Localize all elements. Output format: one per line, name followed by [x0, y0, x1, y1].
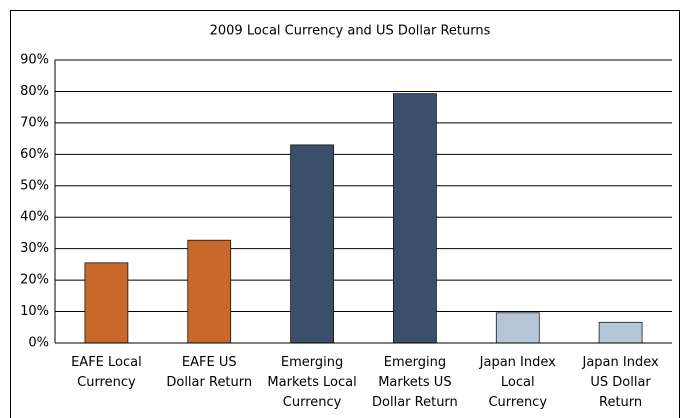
- y-tick-label: 50%: [20, 178, 49, 193]
- y-tick-label: 10%: [20, 304, 49, 319]
- bar: [290, 144, 334, 344]
- y-tick-label: 70%: [20, 115, 49, 130]
- x-tick-label: Emerging Markets Local Currency: [267, 355, 356, 410]
- bar: [84, 262, 129, 344]
- x-tick-label: Japan Index Local Currency: [479, 355, 556, 410]
- y-tick-label: 20%: [20, 273, 49, 288]
- y-tick-label: 40%: [20, 210, 49, 225]
- x-tick-label: Emerging Markets US Dollar Return: [372, 355, 458, 410]
- bar: [187, 239, 232, 344]
- y-tick-label: 90%: [20, 53, 49, 68]
- chart-frame: [10, 10, 680, 418]
- x-tick-label: EAFE Local Currency: [71, 355, 142, 390]
- bar: [393, 93, 437, 344]
- y-tick-label: 30%: [20, 241, 49, 256]
- x-tick-label: EAFE US Dollar Return: [166, 355, 252, 390]
- bar: [495, 312, 540, 344]
- bar: [598, 321, 643, 344]
- y-tick-label: 80%: [20, 84, 49, 99]
- y-tick-label: 0%: [28, 336, 49, 351]
- chart-title: 2009 Local Currency and US Dollar Return…: [210, 24, 491, 39]
- y-tick-label: 60%: [20, 147, 49, 162]
- x-tick-label: Japan Index US Dollar Return: [581, 355, 658, 410]
